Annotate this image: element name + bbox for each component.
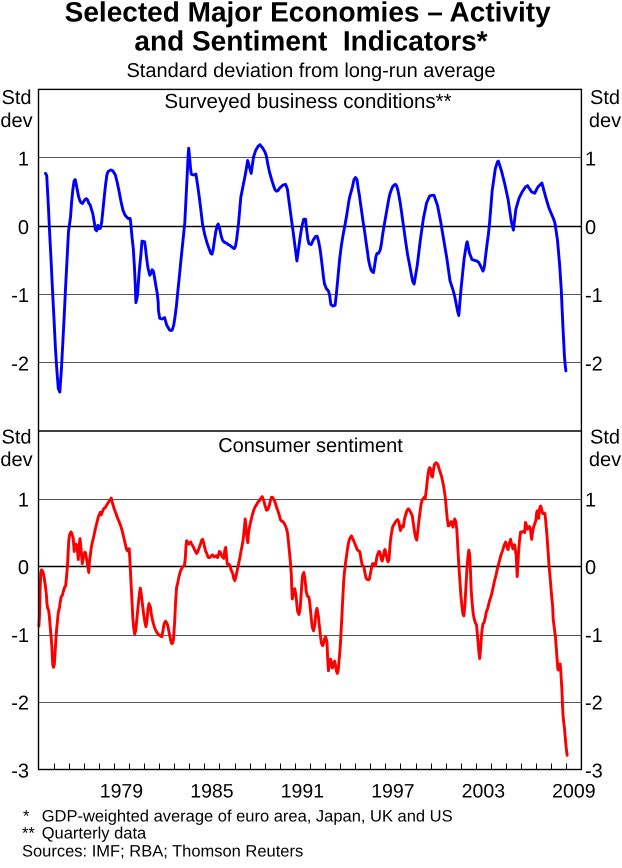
svg-text:1: 1 <box>585 149 596 171</box>
svg-text:Consumer sentiment: Consumer sentiment <box>218 435 403 457</box>
svg-text:1985: 1985 <box>190 781 234 803</box>
svg-text:dev: dev <box>589 449 621 471</box>
svg-text:1: 1 <box>585 490 596 512</box>
svg-text:-2: -2 <box>585 353 603 375</box>
svg-text:Selected Major Economies – Act: Selected Major Economies – Activity <box>65 0 551 28</box>
svg-text:1991: 1991 <box>281 781 324 803</box>
svg-text:Surveyed business conditions**: Surveyed business conditions** <box>164 90 451 113</box>
svg-text:*: * <box>23 808 30 826</box>
svg-text:-1: -1 <box>11 285 29 307</box>
svg-text:0: 0 <box>18 557 29 579</box>
svg-text:Std: Std <box>590 87 620 109</box>
svg-text:1: 1 <box>18 490 29 512</box>
svg-text:0: 0 <box>18 217 29 239</box>
svg-text:-1: -1 <box>585 625 603 647</box>
svg-text:0: 0 <box>585 557 596 579</box>
svg-text:-2: -2 <box>11 353 29 375</box>
svg-text:Std: Std <box>1 87 31 109</box>
svg-text:-3: -3 <box>585 760 603 782</box>
svg-text:dev: dev <box>0 449 32 471</box>
svg-text:and Sentiment Indicators*: and Sentiment Indicators* <box>134 25 487 56</box>
svg-text:0: 0 <box>585 217 596 239</box>
svg-text:-3: -3 <box>11 760 29 782</box>
svg-text:Std: Std <box>1 427 31 449</box>
svg-text:dev: dev <box>0 110 32 132</box>
svg-text:Std: Std <box>590 427 620 449</box>
svg-text:-2: -2 <box>11 693 29 715</box>
svg-text:**: ** <box>22 825 35 843</box>
svg-text:-2: -2 <box>585 693 603 715</box>
svg-text:2009: 2009 <box>552 781 595 803</box>
svg-text:-1: -1 <box>585 285 603 307</box>
svg-text:1: 1 <box>18 149 29 171</box>
svg-text:Standard deviation from long-r: Standard deviation from long-run average <box>126 60 495 82</box>
svg-text:Quarterly data: Quarterly data <box>42 825 147 843</box>
svg-text:Sources: IMF; RBA; Thomson Reu: Sources: IMF; RBA; Thomson Reuters <box>22 843 303 861</box>
svg-text:-1: -1 <box>11 625 29 647</box>
svg-text:2003: 2003 <box>462 781 505 803</box>
svg-text:dev: dev <box>589 110 621 132</box>
svg-text:1997: 1997 <box>371 781 414 803</box>
svg-text:1979: 1979 <box>100 781 143 803</box>
svg-text:GDP-weighted average of euro a: GDP-weighted average of euro area, Japan… <box>42 808 453 826</box>
